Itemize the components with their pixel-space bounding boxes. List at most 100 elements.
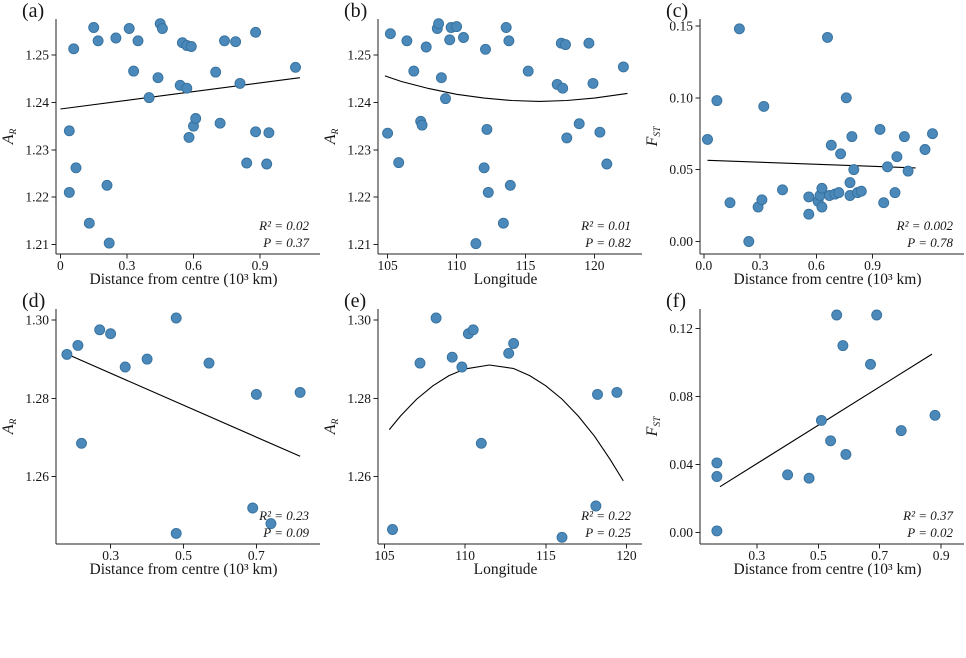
data-point [63, 125, 75, 137]
data-point [414, 357, 426, 369]
data-point [825, 139, 837, 151]
y-tick-label: 0.04 [669, 457, 693, 472]
data-point [433, 18, 445, 30]
y-tick-label: 1.24 [347, 95, 371, 110]
data-point [190, 113, 202, 124]
data-point [435, 72, 447, 84]
data-point [617, 61, 629, 73]
data-point [420, 41, 432, 53]
fit-line [384, 75, 628, 102]
data-point [560, 39, 571, 51]
r-squared-label: R² = 0.002 [896, 218, 954, 233]
p-value-label: P = 0.82 [584, 235, 631, 250]
data-point [103, 237, 115, 249]
y-tick-label: 1.22 [25, 190, 49, 205]
data-point [846, 131, 858, 143]
x-tick-label: 105 [378, 258, 399, 273]
data-point [382, 127, 394, 139]
y-tick-label: 0.10 [669, 90, 693, 105]
data-point [724, 197, 736, 209]
x-tick-label: 0.9 [933, 548, 950, 563]
data-point [456, 361, 468, 373]
data-point [119, 361, 131, 373]
y-tick-label: 1.23 [25, 142, 49, 157]
data-point [480, 43, 491, 55]
x-tick-label: 0.9 [252, 258, 269, 273]
data-point [181, 82, 193, 94]
panel-a: 0 0.3 0.6 0.9 1.21 1.22 1.23 1.24 1.25 R² = 0.02 P… [0, 0, 322, 290]
data-point [156, 23, 168, 34]
data-point [94, 324, 106, 336]
data-point [743, 236, 755, 247]
y-tick-label: 1.28 [347, 391, 371, 406]
panel-tag: (b) [344, 0, 367, 22]
x-tick-label: 0.9 [864, 258, 881, 273]
y-tick-label: 1.24 [25, 95, 49, 110]
y-axis-title: FST [644, 416, 663, 438]
data-point [557, 82, 569, 94]
data-point [110, 32, 122, 44]
x-tick-label: 0.3 [748, 548, 765, 563]
data-point [891, 151, 903, 163]
x-tick-label: 0.7 [871, 548, 888, 563]
data-point [711, 471, 723, 482]
data-point [848, 164, 860, 176]
data-point [387, 524, 398, 535]
data-point [874, 123, 886, 135]
data-point [895, 425, 907, 437]
x-tick-label: 115 [536, 548, 556, 563]
x-tick-label: 0.6 [185, 258, 202, 273]
data-point [733, 23, 745, 35]
data-point [393, 157, 405, 169]
data-point [865, 358, 876, 370]
x-axis-title: Distance from centre (10³ km) [734, 561, 922, 578]
data-point [247, 502, 259, 514]
data-point [782, 469, 794, 481]
fit-line [64, 352, 301, 457]
x-tick-label: 0.3 [102, 548, 119, 563]
data-point [590, 500, 602, 512]
scatter-plot-a: 0 0.3 0.6 0.9 1.21 1.22 1.23 1.24 1.25 R² = 0.02 P… [0, 0, 320, 288]
x-tick-label: 0.5 [810, 548, 827, 563]
scatter-plot-d: 0.3 0.5 0.7 1.26 1.28 1.30 R² = 0.23 P = 0.09 (d… [0, 290, 320, 578]
data-point [844, 177, 856, 189]
data-point [831, 309, 843, 321]
panel-f: 0.3 0.5 0.7 0.9 0.00 0.04 0.08 0.12 R² = 0.37 P =… [644, 290, 966, 580]
data-point [183, 131, 195, 143]
data-point [230, 36, 242, 48]
data-point [63, 186, 75, 198]
y-tick-label: 1.22 [347, 190, 371, 205]
x-tick-label: 105 [374, 548, 395, 563]
data-point [72, 339, 84, 351]
scatter-plot-e: 105 110 115 120 1.26 1.28 1.30 R² = 0.22 P = 0.2… [322, 290, 642, 578]
data-point [430, 312, 442, 324]
data-point [416, 119, 428, 131]
data-point [250, 126, 262, 138]
data-point [825, 435, 837, 447]
data-point [702, 133, 713, 145]
fit-line [60, 77, 300, 110]
p-value-label: P = 0.09 [262, 525, 309, 540]
y-tick-label: 1.25 [25, 48, 49, 63]
x-tick-label: 0.3 [752, 258, 769, 273]
data-point [88, 22, 100, 33]
y-tick-label: 1.23 [347, 142, 371, 157]
x-axis-title: Distance from centre (10³ km) [90, 561, 278, 578]
data-point [601, 158, 613, 170]
x-tick-label: 110 [447, 258, 467, 273]
data-point [711, 525, 723, 537]
data-point [837, 340, 849, 352]
data-point [878, 197, 890, 209]
data-point [128, 65, 140, 77]
panel-b: 105 110 115 120 1.21 1.22 1.23 1.24 1.25 R² = 0.0… [322, 0, 644, 290]
data-point [470, 238, 482, 250]
x-axis-title: Distance from centre (10³ km) [90, 271, 278, 288]
data-point [70, 162, 82, 174]
r-squared-label: R² = 0.02 [258, 218, 309, 233]
x-axis-title: Longitude [474, 271, 538, 288]
data-point [152, 72, 164, 84]
data-point [265, 518, 277, 530]
data-point [758, 100, 770, 112]
data-point [481, 123, 493, 135]
data-point [504, 179, 516, 191]
